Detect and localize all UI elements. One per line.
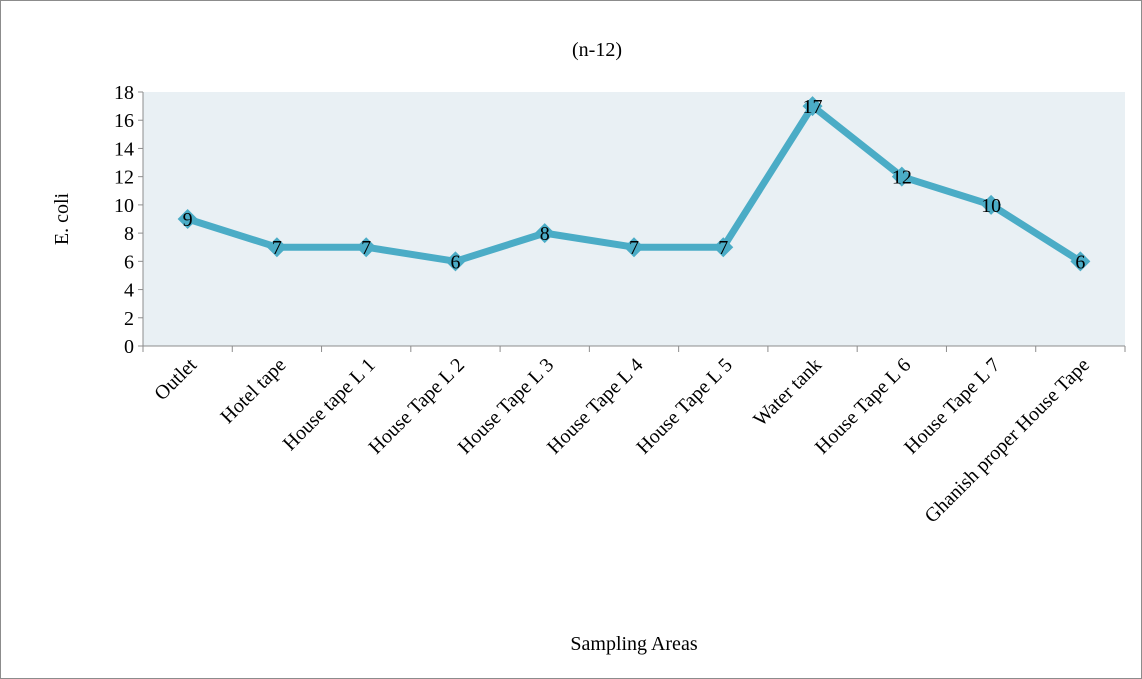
x-tick-label: Hotel tape	[216, 354, 290, 428]
x-axis-title: Sampling Areas	[570, 633, 697, 655]
y-tick-label: 12	[114, 167, 134, 189]
data-point-marker	[1070, 251, 1091, 272]
data-label: 12	[892, 167, 912, 189]
x-tick-label: Outlet	[150, 354, 201, 405]
data-point-marker	[713, 237, 734, 258]
data-point-marker	[534, 223, 555, 244]
y-tick-label: 4	[124, 280, 134, 302]
data-point-marker	[356, 237, 377, 258]
data-label: 7	[629, 237, 639, 259]
y-axis-title: E. coli	[51, 192, 73, 245]
x-tick-label: House tape L 1	[279, 354, 380, 455]
y-tick-label: 10	[114, 195, 134, 217]
x-tick-label: Water tank	[749, 354, 826, 431]
plot-area	[143, 92, 1125, 346]
data-label: 7	[718, 237, 728, 259]
y-tick-label: 16	[114, 110, 134, 132]
y-tick-label: 6	[124, 251, 134, 273]
x-tick-label: House Tape L 5	[632, 354, 737, 459]
data-point-marker	[981, 194, 1002, 215]
data-point-marker	[802, 96, 823, 117]
data-point-marker	[624, 237, 644, 258]
y-tick-label: 8	[124, 223, 134, 245]
y-tick-label: 14	[114, 138, 134, 160]
data-label: 7	[361, 237, 371, 259]
data-label: 7	[272, 237, 282, 259]
data-label: 6	[450, 251, 460, 273]
data-label: 10	[981, 195, 1001, 217]
y-tick-label: 2	[124, 308, 134, 330]
chart-title: (n-12)	[572, 39, 622, 61]
data-label: 9	[183, 209, 193, 231]
data-label: 6	[1075, 251, 1085, 273]
data-label: 8	[540, 223, 550, 245]
data-point-marker	[177, 209, 198, 229]
y-axis: 0 2 4 6 8 10 12 14 16 18	[114, 82, 144, 358]
data-point-marker	[445, 251, 466, 272]
y-tick-label: 0	[124, 336, 134, 358]
x-tick-label: Ghanish proper House Tape	[921, 354, 1094, 527]
data-point-marker	[266, 237, 287, 258]
y-tick-label: 18	[114, 82, 134, 104]
data-label: 17	[803, 96, 823, 118]
data-point-marker	[891, 166, 912, 187]
series-e-coli: 9 7 7 6 8 7 7 17 12 10 6	[177, 96, 1091, 273]
